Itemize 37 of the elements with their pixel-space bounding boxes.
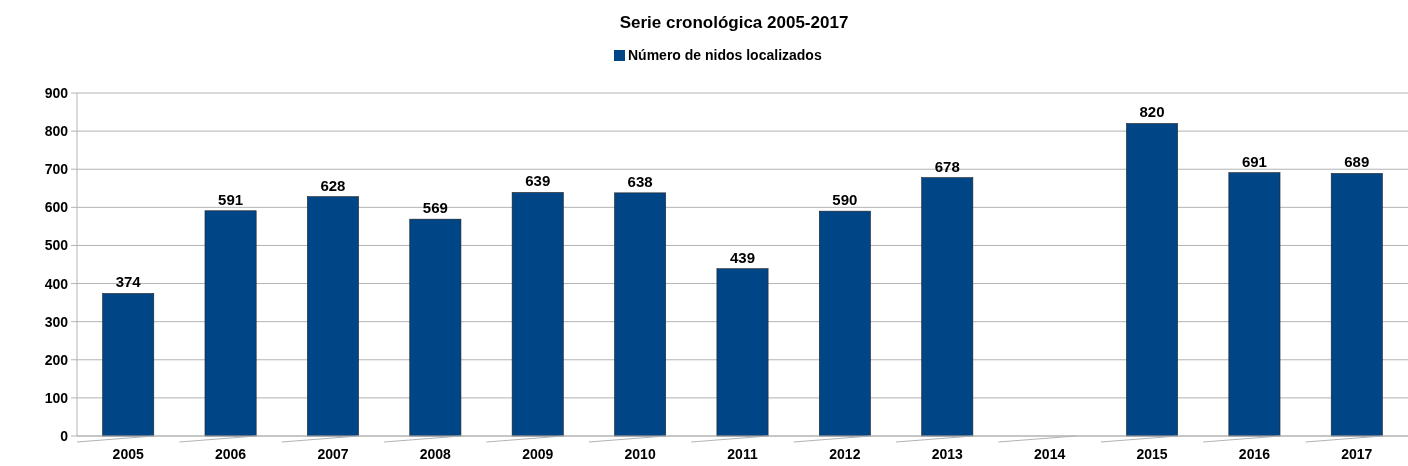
x-tick-label: 2014 (1034, 446, 1066, 462)
y-tick-label: 500 (44, 237, 69, 254)
x-tick-label: 2012 (829, 446, 861, 462)
x-tick-label: 2010 (624, 446, 656, 462)
y-tick-label: 400 (44, 275, 69, 292)
data-label: 639 (525, 172, 551, 190)
x-tick-label: 2007 (317, 446, 349, 462)
data-label: 374 (115, 273, 142, 291)
y-tick-label: 100 (44, 389, 69, 406)
data-label: 569 (422, 199, 448, 217)
x-tick-label: 2017 (1341, 446, 1373, 462)
x-tick-label: 2015 (1136, 446, 1168, 462)
data-label: 689 (1344, 153, 1370, 171)
y-tick-label: 300 (44, 313, 69, 330)
data-label: 638 (627, 172, 653, 190)
x-tick-label: 2008 (419, 446, 452, 462)
x-tick-label: 2016 (1238, 446, 1271, 462)
y-tick-label: 600 (44, 199, 69, 216)
data-label: 439 (729, 248, 756, 266)
chart-title: Serie cronológica 2005-2017 (619, 13, 849, 32)
y-tick-label: 900 (44, 85, 69, 101)
x-tick-label: 2011 (727, 446, 758, 462)
x-tick-label: 2006 (215, 446, 247, 462)
data-label: 691 (1241, 152, 1267, 170)
data-label: 590 (832, 191, 858, 209)
data-label: 628 (320, 176, 346, 194)
data-label: 591 (218, 190, 244, 208)
y-tick-label: 0 (60, 428, 69, 444)
y-tick-label: 800 (44, 123, 69, 140)
x-tick-label: 2005 (112, 446, 144, 462)
y-tick-label: 200 (44, 351, 69, 368)
y-tick-label: 700 (44, 161, 69, 178)
data-label: 820 (1139, 103, 1165, 121)
x-tick-label: 2013 (931, 446, 964, 462)
legend-label: Número de nidos localizados (628, 47, 822, 63)
data-label: 678 (934, 157, 960, 175)
x-tick-label: 2009 (522, 446, 554, 462)
